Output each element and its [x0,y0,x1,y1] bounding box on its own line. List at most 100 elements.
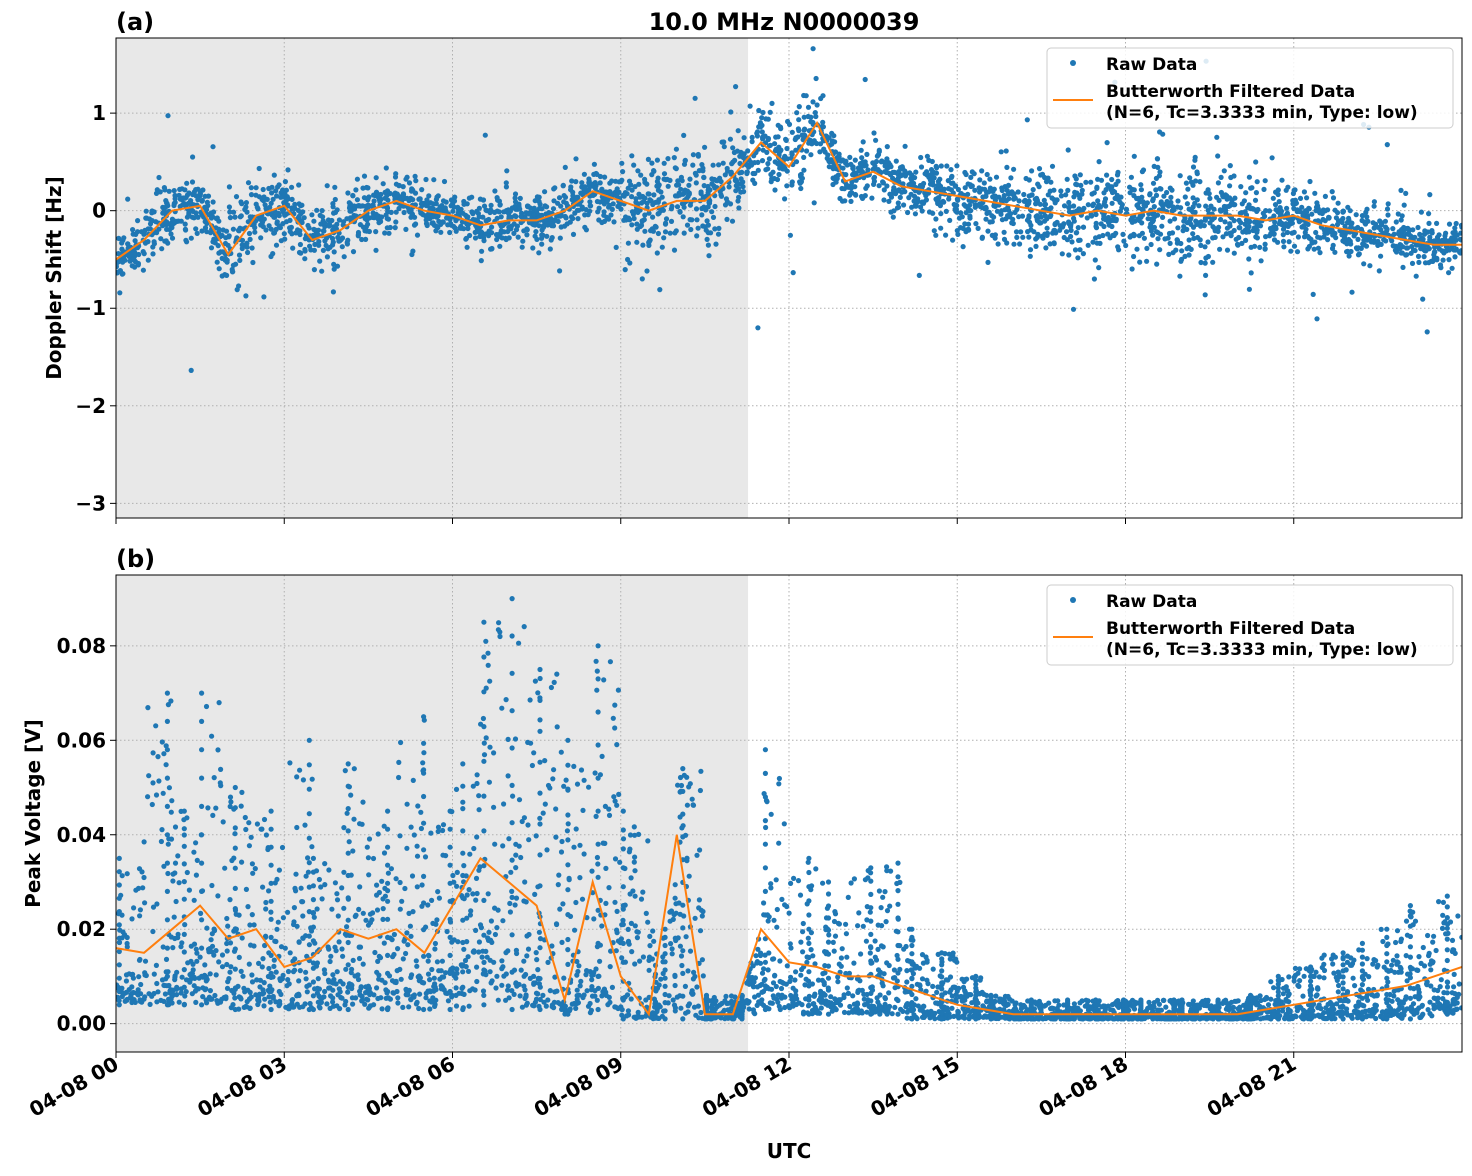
raw-data-point [538,676,543,681]
raw-data-point [204,229,209,234]
raw-data-point [146,258,151,263]
raw-data-point [532,892,537,897]
raw-data-point [409,972,414,977]
raw-data-point [1222,219,1227,224]
raw-data-point [537,1007,542,1012]
raw-data-point [1137,260,1142,265]
raw-data-point [144,209,149,214]
raw-data-point [429,999,434,1004]
raw-data-point [611,794,616,799]
raw-data-point [705,218,710,223]
raw-data-point [1216,180,1221,185]
raw-data-point [603,990,608,995]
raw-data-point [674,147,679,152]
raw-data-point [243,827,248,832]
raw-data-point [412,992,417,997]
raw-data-point [669,204,674,209]
raw-data-point [1204,190,1209,195]
raw-data-point [1315,235,1320,240]
raw-data-point [603,901,608,906]
raw-data-point [527,211,532,216]
raw-data-point [797,179,802,184]
raw-data-point [409,825,414,830]
raw-data-point [877,183,882,188]
raw-data-point [248,237,253,242]
raw-data-point [316,976,321,981]
raw-data-point [239,969,244,974]
raw-data-point [187,888,192,893]
raw-data-point [454,1003,459,1008]
raw-data-point [696,152,701,157]
raw-data-point [374,883,379,888]
raw-data-point [736,128,741,133]
raw-data-point [1181,224,1186,229]
raw-data-point [633,894,638,899]
raw-data-point [760,129,765,134]
raw-data-point [128,995,133,1000]
raw-data-point [1112,218,1117,223]
raw-data-point [1239,210,1244,215]
raw-data-point [293,872,298,877]
raw-data-point [606,885,611,890]
raw-data-point [1420,297,1425,302]
raw-data-point [1109,177,1114,182]
raw-data-point [1155,165,1160,170]
raw-data-point [756,168,761,173]
raw-data-point [629,875,634,880]
raw-data-point [489,918,494,923]
raw-data-point [346,761,351,766]
raw-data-point [584,207,589,212]
raw-data-point [808,152,813,157]
raw-data-point [551,206,556,211]
raw-data-point [650,215,655,220]
raw-data-point [174,992,179,997]
raw-data-point [269,899,274,904]
raw-data-point [1347,253,1352,258]
raw-data-point [920,208,925,213]
raw-data-point [579,767,584,772]
raw-data-point [421,794,426,799]
raw-data-point [421,750,426,755]
raw-data-point [602,175,607,180]
raw-data-point [1028,247,1033,252]
raw-data-point [482,204,487,209]
raw-data-point [492,906,497,911]
raw-data-point [706,243,711,248]
raw-data-point [460,761,465,766]
raw-data-point [487,679,492,684]
raw-data-point [224,916,229,921]
raw-data-point [1252,226,1257,231]
raw-data-point [231,210,236,215]
raw-data-point [488,969,493,974]
raw-data-point [597,206,602,211]
raw-data-point [1227,231,1232,236]
raw-data-point [454,985,459,990]
raw-data-point [1247,175,1252,180]
raw-data-point [863,77,868,82]
raw-data-point [706,230,711,235]
raw-data-point [165,776,170,781]
raw-data-point [1155,236,1160,241]
raw-data-point [651,192,656,197]
raw-data-point [565,947,570,952]
raw-data-point [232,831,237,836]
raw-data-point [479,258,484,263]
raw-data-point [417,973,422,978]
raw-data-point [165,946,170,951]
raw-data-point [194,873,199,878]
raw-data-point [124,978,129,983]
raw-data-point [363,918,368,923]
raw-data-point [506,836,511,841]
raw-data-point [340,954,345,959]
raw-data-point [355,197,360,202]
raw-data-point [1354,245,1359,250]
raw-data-point [837,196,842,201]
raw-data-point [1033,197,1038,202]
raw-data-point [297,1005,302,1010]
raw-data-point [433,985,438,990]
raw-data-point [1026,215,1031,220]
raw-data-point [977,189,982,194]
raw-data-point [427,977,432,982]
raw-data-point [475,772,480,777]
